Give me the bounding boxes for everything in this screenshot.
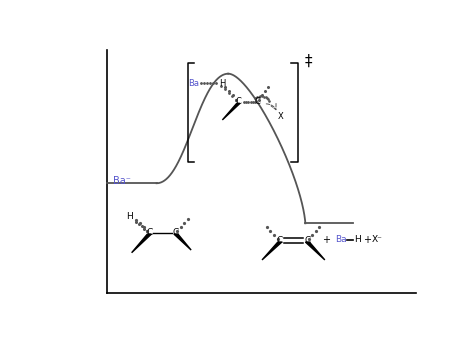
Text: C: C [173, 228, 179, 237]
Text: C: C [276, 236, 283, 245]
Text: C: C [235, 97, 241, 106]
Text: ‡: ‡ [305, 54, 312, 69]
Polygon shape [222, 103, 240, 120]
Polygon shape [305, 242, 325, 260]
Polygon shape [262, 242, 282, 260]
Text: H: H [354, 235, 361, 244]
Text: Ba: Ba [335, 235, 346, 244]
Text: X: X [277, 112, 283, 121]
Text: C: C [255, 97, 261, 106]
Text: H: H [126, 212, 132, 221]
Text: C: C [304, 236, 310, 245]
Text: +: + [364, 235, 372, 245]
Text: H: H [219, 78, 226, 87]
Text: X⁻: X⁻ [372, 235, 383, 244]
Text: Ba⁻: Ba⁻ [112, 176, 130, 186]
Text: C: C [146, 228, 152, 237]
Polygon shape [132, 234, 152, 253]
Text: Ba: Ba [188, 78, 199, 87]
Polygon shape [174, 234, 191, 250]
Text: +: + [322, 235, 330, 245]
